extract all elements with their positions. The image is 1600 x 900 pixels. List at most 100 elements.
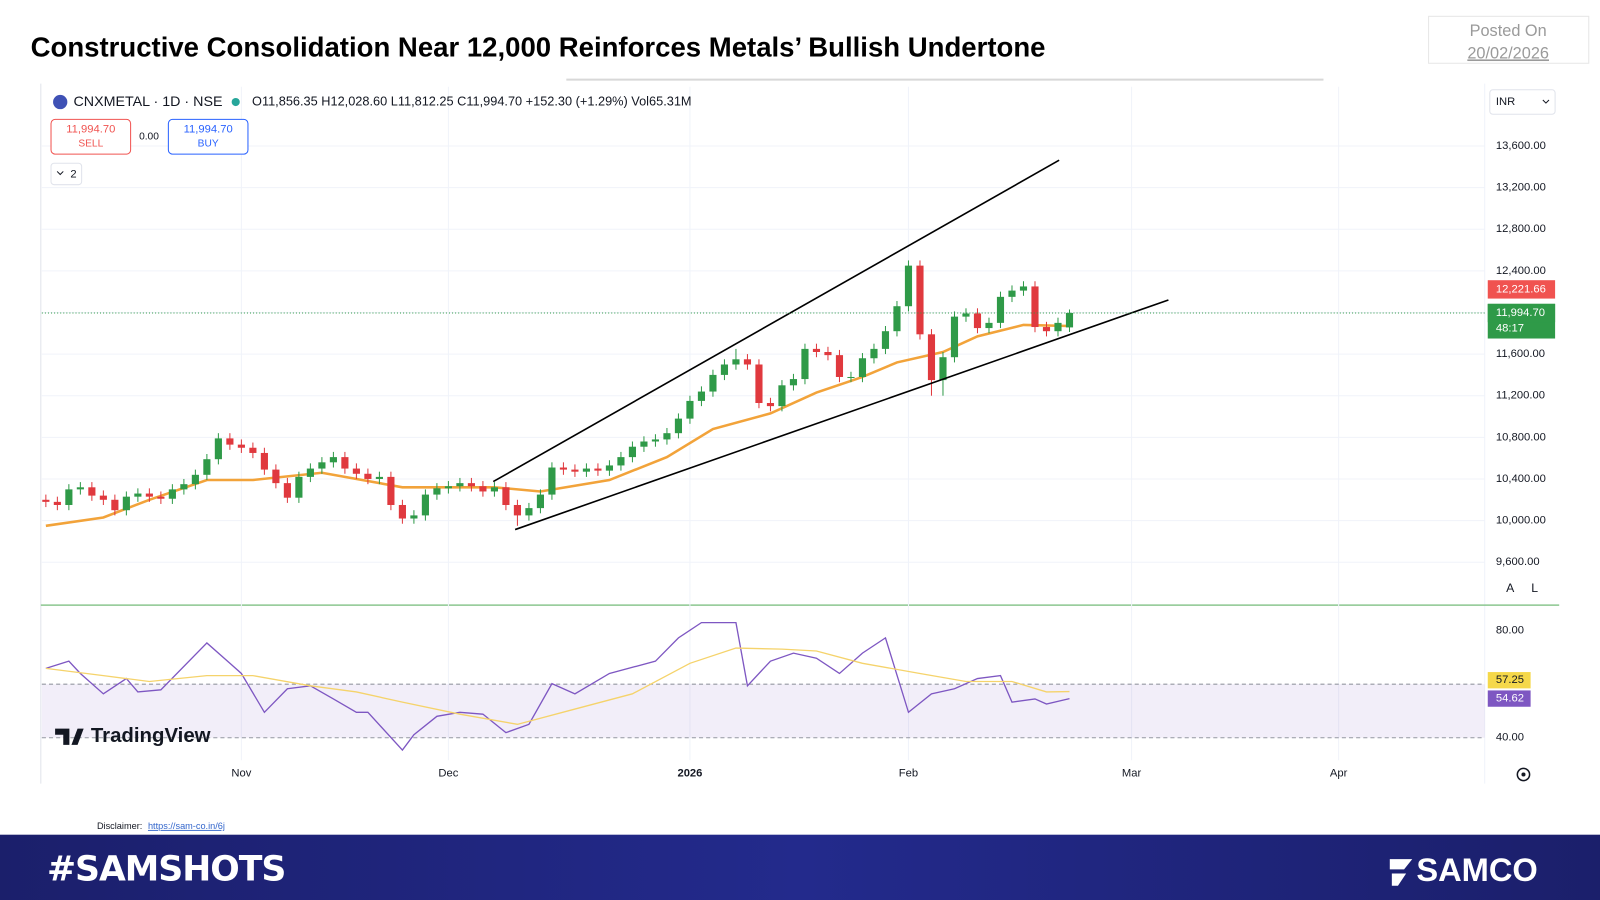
candle-body: [697, 391, 706, 401]
candle-body: [766, 403, 775, 407]
settings-icon[interactable]: [1516, 767, 1531, 782]
candle-body: [272, 469, 280, 484]
candle-body: [789, 379, 798, 386]
candle-body: [260, 452, 268, 470]
candle-body: [674, 418, 683, 434]
candle-body: [283, 483, 291, 498]
candle-body: [548, 467, 556, 495]
y-tick-label: 80.00: [1496, 625, 1524, 637]
indicators-count: 2: [70, 168, 76, 180]
sell-button[interactable]: [50, 118, 132, 155]
candle-body: [341, 457, 349, 469]
candle-body: [835, 355, 844, 377]
candle-body: [628, 446, 637, 458]
candle-body: [157, 496, 165, 499]
candle-body: [1054, 322, 1062, 332]
buy-label: BUY: [198, 139, 219, 150]
candle-body: [191, 474, 199, 485]
posted-label: Posted On: [1470, 22, 1547, 40]
price-badge: [1487, 303, 1556, 323]
candle-body: [1019, 286, 1028, 291]
y-tick-label: 13,600.00: [1496, 140, 1546, 152]
value-badge-label: 54.62: [1496, 693, 1524, 705]
y-tick-label: 12,400.00: [1496, 265, 1546, 277]
candle-body: [410, 515, 418, 519]
value-badge: [1487, 672, 1531, 689]
candle-body: [801, 348, 809, 380]
candle-body: [65, 489, 73, 505]
candle-body: [490, 487, 498, 492]
chart-layer: 9,600.00 10,000.00 10,400.00 10,800.00 11,20…: [41, 86, 1556, 779]
candle-body: [881, 331, 890, 349]
candle-body: [916, 265, 924, 335]
candle-body: [364, 473, 372, 479]
candle-body: [111, 499, 119, 511]
candle-body: [732, 359, 740, 365]
candle-body: [755, 364, 763, 404]
sell-label: SELL: [78, 139, 103, 150]
candle-body: [444, 486, 452, 489]
y-tick-label: 11,200.00: [1496, 390, 1545, 402]
candle-body: [76, 487, 84, 490]
samco: SAMCO: [1416, 851, 1537, 888]
candle-body: [962, 313, 970, 317]
candle-body: [502, 487, 510, 505]
indicators-toggle[interactable]: [50, 162, 83, 186]
rsi-line: [45, 621, 1070, 752]
candle-body: [237, 444, 245, 448]
y-tick-label: 12,800.00: [1496, 223, 1546, 235]
candle-body: [99, 495, 107, 500]
candle-body: [398, 504, 406, 519]
trendline: [492, 159, 1060, 483]
candle-body: [53, 501, 61, 505]
candle-body: [180, 484, 188, 490]
buy-price: 11,994.70: [184, 124, 233, 136]
candle-body: [145, 493, 153, 497]
page-title: Constructive Consolidation Near 12,000 R…: [31, 31, 1046, 62]
price-badge-label: 12,221.66: [1496, 283, 1546, 295]
rsi-band: [41, 684, 1485, 738]
symbol-icon: [53, 94, 68, 110]
price-badge-label: 11,994.70: [1496, 307, 1545, 319]
candle-body: [778, 385, 786, 407]
candle-body: [950, 316, 959, 358]
candle-body: [858, 358, 867, 377]
candle-body: [686, 400, 694, 419]
candle-body: [720, 364, 729, 375]
candle-body: [306, 468, 314, 477]
x-tick-label: Apr: [1330, 767, 1348, 779]
y-tick-label: 13,200.00: [1496, 182, 1546, 194]
candle-body: [42, 499, 50, 502]
candle-body: [870, 348, 878, 359]
chevron: [1542, 99, 1550, 104]
posted-date: 20/02/2026: [1467, 44, 1549, 62]
disclaimer: Disclaimer:: [97, 821, 142, 831]
candle-body: [536, 494, 544, 509]
log-scale[interactable]: L: [1531, 581, 1538, 595]
value-badge: [1487, 690, 1531, 707]
candle-body: [996, 296, 1005, 323]
candle-body: [893, 306, 901, 332]
candle-body: [479, 486, 487, 492]
x-tick-label: Mar: [1122, 767, 1142, 779]
candle-body: [973, 313, 982, 329]
candle-body: [421, 494, 429, 516]
currency-select[interactable]: [1489, 89, 1556, 115]
candle-body: [352, 468, 360, 474]
currency: INR: [1496, 96, 1515, 108]
disclaimer-link[interactable]: https://sam-co.in/6j: [148, 821, 225, 831]
candle-body: [513, 504, 521, 516]
tv-logo: [55, 728, 84, 745]
auto-scale[interactable]: A: [1506, 581, 1515, 595]
candle-body: [88, 487, 96, 496]
candle-body: [456, 483, 464, 487]
value-badge-label: 57.25: [1496, 674, 1524, 686]
y-tick-label: 40.00: [1496, 732, 1524, 744]
candle-body: [203, 459, 211, 475]
buy-button[interactable]: [167, 118, 249, 155]
candle-body: [571, 469, 579, 472]
trendline: [514, 299, 1169, 531]
